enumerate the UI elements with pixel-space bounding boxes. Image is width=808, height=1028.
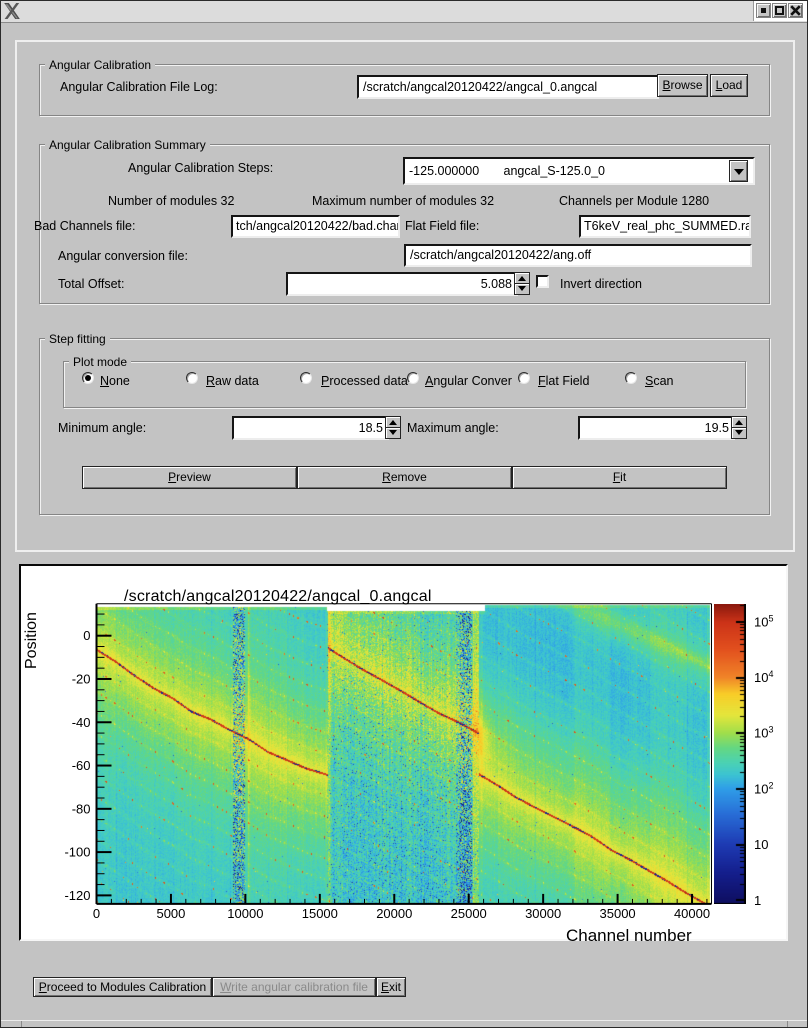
svg-text:15000: 15000 bbox=[302, 906, 338, 921]
svg-text:10: 10 bbox=[754, 837, 768, 852]
svg-text:35000: 35000 bbox=[600, 906, 636, 921]
svg-text:0: 0 bbox=[93, 906, 100, 921]
svg-text:25000: 25000 bbox=[451, 906, 487, 921]
svg-text:-80: -80 bbox=[72, 801, 91, 816]
svg-text:0: 0 bbox=[83, 628, 90, 643]
svg-text:-40: -40 bbox=[72, 715, 91, 730]
svg-text:105: 105 bbox=[754, 613, 773, 629]
svg-text:30000: 30000 bbox=[525, 906, 561, 921]
svg-text:-100: -100 bbox=[64, 845, 90, 860]
svg-text:10000: 10000 bbox=[227, 906, 263, 921]
svg-text:-20: -20 bbox=[72, 671, 91, 686]
svg-text:1: 1 bbox=[754, 893, 761, 908]
svg-text:-120: -120 bbox=[64, 888, 90, 903]
svg-text:20000: 20000 bbox=[376, 906, 412, 921]
svg-text:40000: 40000 bbox=[674, 906, 710, 921]
svg-text:5000: 5000 bbox=[156, 906, 185, 921]
svg-text:-60: -60 bbox=[72, 758, 91, 773]
svg-text:102: 102 bbox=[754, 780, 773, 796]
svg-text:103: 103 bbox=[754, 725, 773, 741]
svg-text:104: 104 bbox=[754, 669, 773, 685]
